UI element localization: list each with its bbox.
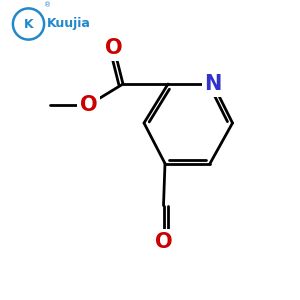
Text: Kuujia: Kuujia [47,17,91,31]
Text: ®: ® [44,2,51,8]
Text: N: N [204,74,222,94]
Text: O: O [155,232,172,251]
Text: K: K [24,17,33,31]
Text: O: O [105,38,123,58]
Text: O: O [80,95,97,115]
